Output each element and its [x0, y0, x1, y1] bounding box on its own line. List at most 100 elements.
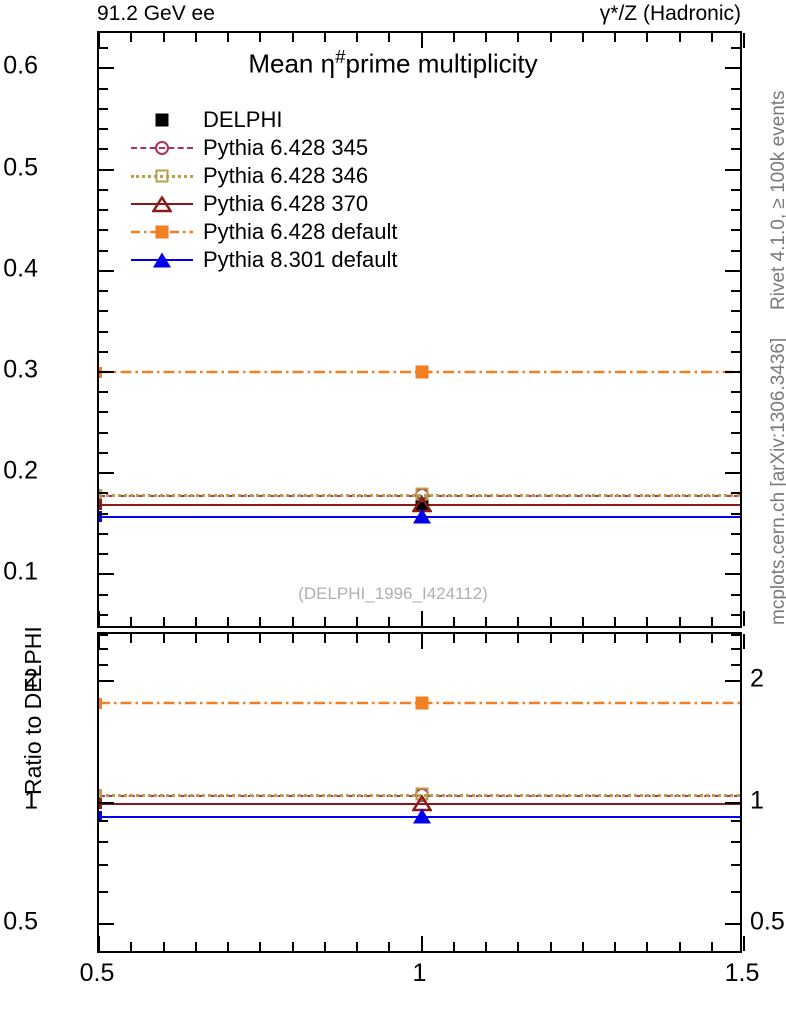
data-marker	[412, 508, 431, 524]
x-tick-minor-top	[517, 33, 520, 42]
x-tick-minor-top	[485, 33, 487, 42]
ratio-x-tick-minor	[194, 942, 197, 951]
ratio-x-tick-major-top	[743, 634, 745, 649]
ratio-x-tick-minor-top	[356, 634, 358, 643]
x-tick-major-top	[98, 33, 100, 48]
y-tick-minor	[99, 249, 108, 252]
x-tick-minor-top	[323, 33, 326, 42]
ratio-x-tick-minor-top	[162, 634, 165, 643]
x-tick-minor	[259, 617, 262, 626]
x-tick-minor	[162, 617, 165, 626]
x-tick-minor	[517, 617, 520, 626]
main-plot-panel	[97, 31, 745, 628]
y-tick-major	[99, 573, 114, 576]
data-marker	[155, 169, 169, 183]
y-tick-minor-right	[731, 553, 740, 556]
x-tick-minor	[452, 617, 455, 626]
legend-marker-holder	[131, 162, 193, 190]
y-tick-minor-right	[731, 593, 740, 596]
x-axis-tick-label: 1	[412, 959, 427, 987]
data-marker	[155, 225, 169, 239]
beam-energy-label: 91.2 GeV ee	[97, 2, 215, 25]
x-tick-minor-top	[259, 33, 262, 42]
line-endcap	[99, 788, 102, 800]
x-tick-minor-top	[227, 33, 229, 42]
y-tick-minor-right	[731, 310, 740, 313]
ratio-y-tick-minor-right	[731, 891, 740, 894]
x-tick-minor-top	[291, 33, 294, 42]
y-axis-tick-label: 0.4	[3, 254, 38, 283]
y-tick-minor	[99, 613, 108, 616]
plot-title-superscript: #	[335, 46, 346, 67]
process-label: γ*/Z (Hadronic)	[599, 2, 741, 25]
x-tick-minor	[646, 617, 649, 626]
x-tick-minor-top	[710, 33, 713, 42]
ratio-x-tick-minor	[323, 942, 326, 951]
ratio-x-tick-minor	[452, 942, 455, 951]
ratio-y-axis-tick-label-right: 0.5	[750, 907, 785, 936]
legend-key	[131, 218, 193, 246]
line-endcap	[99, 489, 102, 501]
legend-line	[131, 175, 193, 178]
x-axis-tick-label: 1.5	[724, 959, 760, 987]
y-tick-minor	[99, 330, 108, 333]
ratio-x-tick-minor-top	[517, 634, 520, 643]
legend-marker-holder	[131, 106, 193, 134]
x-tick-minor-top	[356, 33, 358, 42]
ratio-x-tick-minor	[291, 942, 294, 951]
data-marker	[412, 808, 431, 824]
x-tick-major-top	[743, 33, 745, 48]
x-tick-minor	[130, 617, 133, 626]
y-tick-minor-right	[731, 492, 740, 495]
x-tick-minor-top	[614, 33, 616, 42]
y-tick-major	[99, 472, 114, 475]
y-tick-minor-right	[731, 188, 740, 191]
y-axis-tick-label: 0.6	[3, 51, 38, 80]
ratio-y-tick-minor	[99, 864, 108, 867]
legend-line	[131, 203, 193, 205]
x-tick-major	[98, 611, 100, 626]
data-marker	[152, 195, 172, 213]
y-tick-minor	[99, 593, 108, 596]
ratio-x-tick-minor	[581, 942, 584, 951]
y-tick-major	[99, 269, 114, 272]
y-tick-minor-right	[731, 613, 740, 616]
ratio-x-tick-minor-top	[227, 634, 229, 643]
legend-label: Pythia 6.428 default	[203, 219, 398, 244]
y-tick-minor	[99, 350, 108, 353]
legend-marker-holder	[131, 218, 193, 246]
ratio-x-tick-minor	[485, 942, 487, 951]
ratio-y-tick-minor	[99, 634, 108, 637]
ratio-y-tick-major-right	[725, 680, 740, 683]
y-tick-major	[99, 67, 114, 70]
y-tick-minor-right	[731, 411, 740, 414]
y-tick-minor-right	[731, 451, 740, 454]
ratio-x-tick-minor	[388, 942, 391, 951]
y-tick-minor-right	[731, 148, 740, 151]
x-tick-minor-top	[130, 33, 133, 42]
ratio-x-tick-minor-top	[581, 634, 584, 643]
x-tick-major	[420, 611, 423, 626]
y-tick-minor-right	[731, 107, 740, 110]
ratio-y-tick-minor-right	[731, 634, 740, 637]
y-tick-minor-right	[731, 128, 740, 131]
y-axis-tick-label: 0.2	[3, 456, 38, 485]
ratio-y-tick-minor-right	[731, 864, 740, 867]
y-tick-minor	[99, 87, 108, 90]
ratio-x-tick-minor	[646, 942, 649, 951]
ratio-x-tick-minor-top	[194, 634, 197, 643]
ratio-x-tick-minor-top	[130, 634, 133, 643]
x-tick-minor	[291, 617, 294, 626]
ratio-x-tick-major	[98, 936, 100, 951]
data-marker	[415, 787, 428, 801]
y-tick-minor	[99, 188, 108, 191]
x-tick-minor	[227, 617, 229, 626]
ratio-x-tick-minor	[549, 942, 552, 951]
ratio-x-tick-minor-top	[291, 634, 294, 643]
y-tick-minor	[99, 532, 108, 535]
ratio-x-tick-minor-top	[614, 634, 616, 643]
y-tick-major-right	[725, 269, 740, 272]
x-tick-minor-top	[388, 33, 391, 42]
ratio-y-axis-tick-label-right: 2	[750, 664, 764, 693]
y-tick-minor-right	[731, 330, 740, 333]
